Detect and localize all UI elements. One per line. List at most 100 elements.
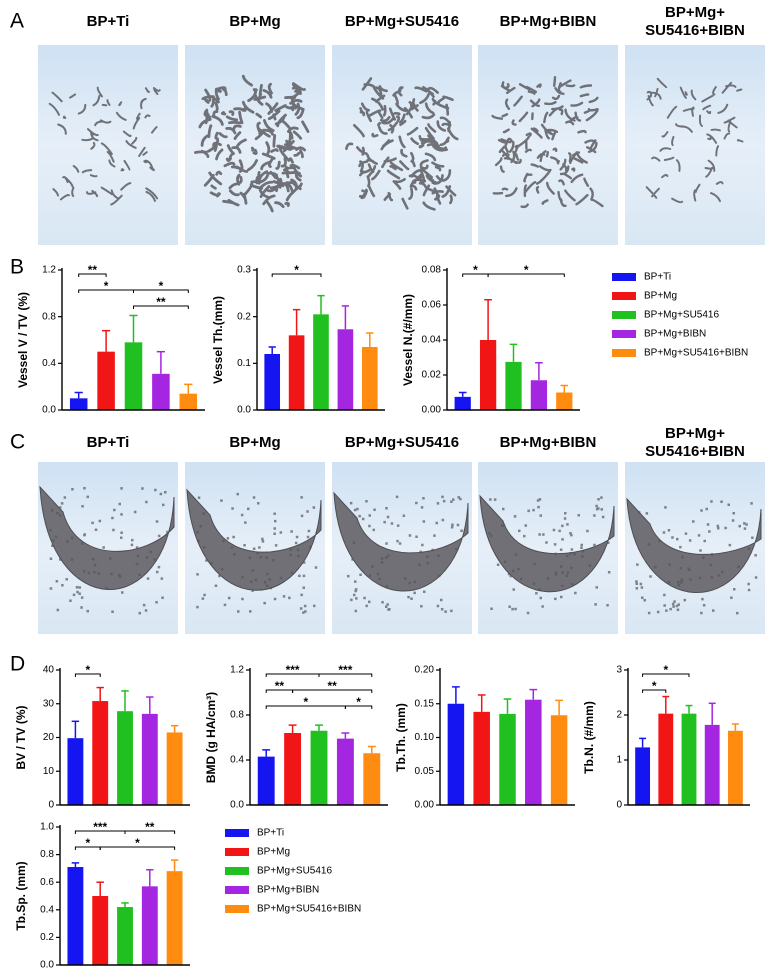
error-bar (317, 294, 325, 315)
bar (681, 713, 697, 805)
legend-label: BP+Mg (257, 847, 290, 858)
y-tick-label: 0.2 (237, 311, 251, 322)
error-bar (555, 699, 563, 716)
y-tick-label: 2 (616, 710, 622, 721)
bar (337, 329, 354, 410)
bar (530, 380, 548, 410)
significance-bracket (99, 846, 176, 850)
legend-swatch (612, 330, 636, 338)
bar (525, 699, 542, 805)
legend-label: BP+Mg+BIBN (257, 885, 319, 896)
y-axis-label: Tb.Sp. (mm) (14, 861, 28, 930)
bone-shape (479, 494, 615, 593)
y-tick-label: 0.05 (415, 766, 435, 777)
bar (313, 314, 329, 410)
bone-shape (186, 488, 322, 591)
panel-label: B (10, 256, 24, 279)
bar (141, 713, 158, 805)
bar (264, 354, 281, 410)
panel-label: D (10, 653, 25, 676)
bar (447, 703, 465, 805)
significance-bracket (487, 273, 565, 277)
legend-label: BP+Ti (644, 272, 671, 283)
significance-bracket (124, 830, 176, 834)
error-bar (96, 686, 104, 702)
significance-bracket (318, 673, 373, 677)
y-axis-label: BMD (g HA/cm³) (204, 692, 218, 783)
bar (454, 396, 471, 410)
bone-texture (488, 496, 611, 615)
bar (505, 361, 522, 410)
y-tick-label: 20 (43, 732, 55, 743)
significance-label: * (294, 263, 299, 277)
y-tick-label: 0.06 (422, 300, 442, 311)
y-tick-label: 0.4 (230, 755, 244, 766)
y-tick-label: 0.0 (42, 405, 56, 416)
y-tick-label: 0.4 (40, 904, 54, 915)
bar (141, 886, 158, 965)
legend-swatch (612, 273, 636, 281)
bar (179, 393, 198, 410)
error-bar (708, 702, 716, 725)
bar (550, 715, 568, 805)
error-bar (156, 350, 166, 374)
error-bar (146, 869, 154, 887)
bar (117, 907, 133, 965)
significance-bracket (133, 289, 189, 293)
y-tick-label: 30 (43, 698, 55, 709)
image-title: BP+Mg+SU5416 (345, 13, 459, 30)
vessel-texture (645, 77, 744, 204)
significance-label: * (356, 695, 361, 709)
bar (284, 733, 302, 805)
bar (152, 373, 170, 410)
y-tick-label: 0.00 (415, 800, 435, 811)
bone-texture (635, 500, 758, 615)
y-tick-label: 0.10 (415, 732, 435, 743)
bone-shape (626, 497, 762, 593)
bar (361, 347, 378, 410)
bar (363, 753, 381, 805)
error-bar (535, 362, 543, 381)
significance-label: * (135, 836, 140, 850)
significance-label: *** (93, 820, 107, 834)
y-axis-label: Tb.Th. (mm) (394, 703, 408, 772)
error-bar (184, 383, 193, 394)
error-bar (731, 723, 739, 731)
y-tick-label: 0.0 (237, 405, 251, 416)
y-tick-label: 40 (43, 665, 55, 676)
y-tick-label: 0.20 (415, 665, 435, 676)
bone-texture (49, 487, 169, 615)
y-tick-label: 0.0 (230, 800, 244, 811)
image-title: BP+Mg (229, 434, 280, 451)
bar (69, 398, 88, 410)
panel-label: C (10, 431, 25, 454)
y-tick-label: 1 (616, 755, 622, 766)
image-title: BP+Mg (229, 13, 280, 30)
bar (124, 342, 143, 410)
y-tick-label: 0.08 (422, 265, 442, 276)
y-tick-label: 0.1 (237, 358, 251, 369)
y-tick-label: 1.2 (230, 665, 244, 676)
image-title: BP+Ti (87, 434, 130, 451)
significance-bracket (642, 689, 667, 693)
bar (288, 335, 305, 410)
error-bar (685, 704, 693, 714)
y-tick-label: 10 (43, 766, 55, 777)
panel-label: A (10, 10, 24, 33)
error-bar (560, 384, 569, 393)
y-tick-label: 0.3 (237, 265, 251, 276)
legend-label: BP+Mg+SU5416 (644, 310, 719, 321)
error-bar (503, 698, 512, 714)
significance-bracket (642, 673, 690, 677)
legend-label: BP+Mg+BIBN (644, 329, 706, 340)
error-bar (101, 329, 111, 352)
significance-label: ** (156, 295, 166, 309)
bone-shape (39, 485, 175, 590)
error-bar (341, 305, 350, 330)
error-bar (509, 343, 518, 362)
error-bar (170, 859, 179, 872)
figure-content: A B C D BP+Ti BP+Mg BP+Mg+SU5416 BP+Mg+BIBN BP+M… (10, 4, 765, 971)
legend-swatch (612, 349, 636, 357)
y-tick-label: 0.8 (230, 710, 244, 721)
error-bar (367, 745, 376, 754)
